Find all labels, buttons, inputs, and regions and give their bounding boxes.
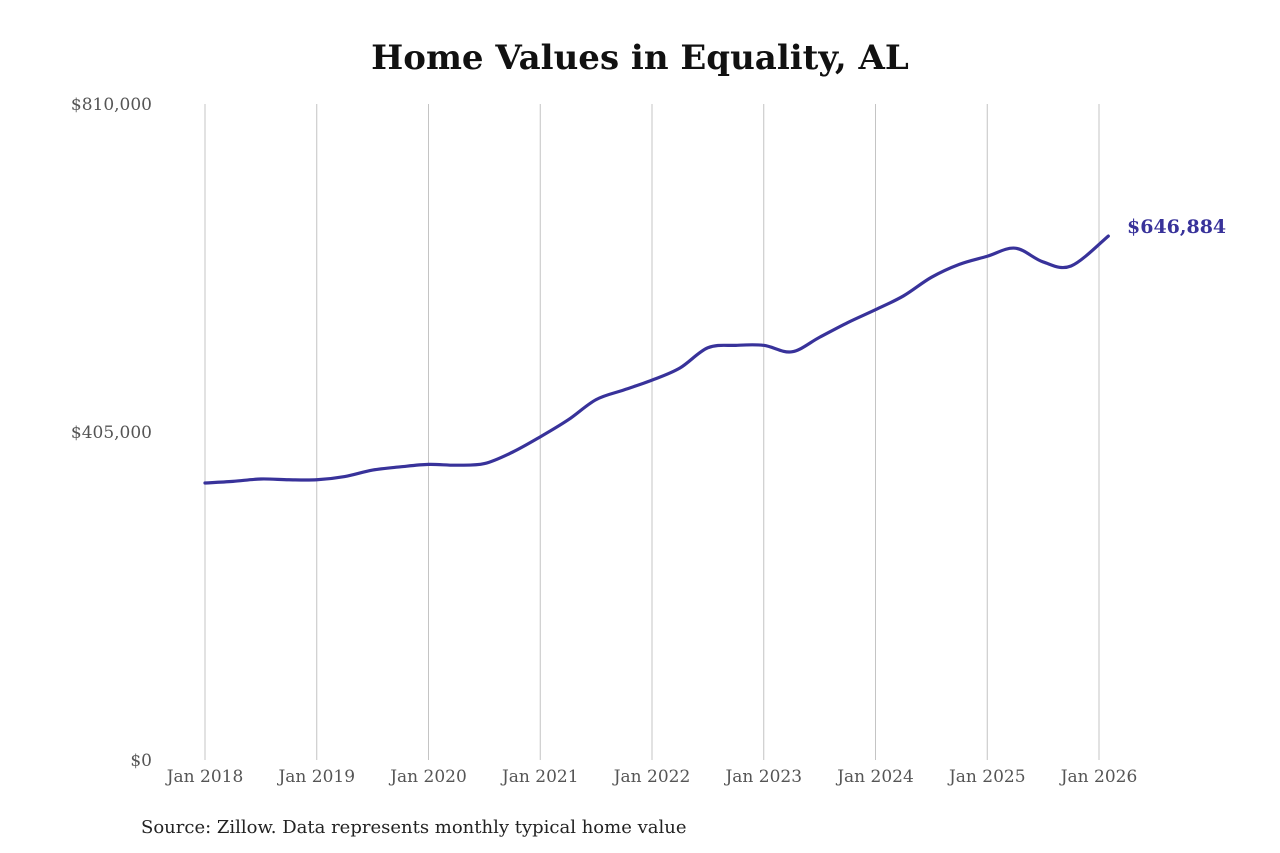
x-tick-label: Jan 2026: [1059, 767, 1138, 787]
y-tick-label: $0: [130, 751, 152, 771]
x-tick-label: Jan 2024: [835, 767, 914, 787]
end-value-label: $646,884: [1127, 216, 1226, 238]
x-tick-label: Jan 2018: [165, 767, 244, 787]
x-tick-label: Jan 2023: [723, 767, 802, 787]
y-tick-label: $405,000: [71, 423, 152, 443]
x-tick-label: Jan 2022: [612, 767, 691, 787]
x-tick-label: Jan 2021: [500, 767, 579, 787]
x-tick-label: Jan 2020: [388, 767, 467, 787]
y-tick-label: $810,000: [71, 95, 152, 115]
chart-title: Home Values in Equality, AL: [371, 38, 909, 78]
x-tick-label: Jan 2019: [276, 767, 355, 787]
source-note: Source: Zillow. Data represents monthly …: [141, 817, 687, 838]
x-tick-label: Jan 2025: [947, 767, 1026, 787]
series-line: [203, 234, 1110, 485]
